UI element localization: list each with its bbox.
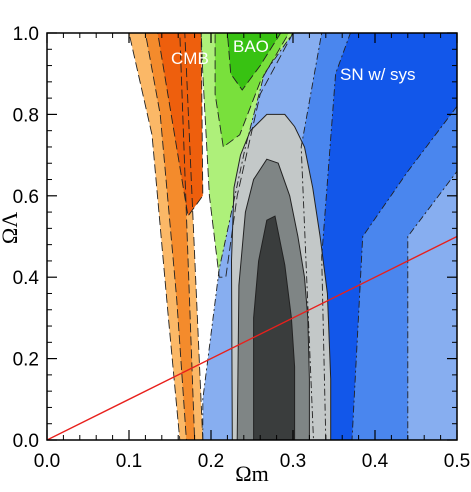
contour-line-combined-9 (230, 113, 332, 440)
x-tick-label: 0.3 (280, 451, 306, 472)
contour-line-bao-5 (226, 33, 282, 91)
region-sn-1sigma (321, 33, 457, 440)
sn-label: SN w/ sys (340, 65, 416, 84)
reference-line (47, 235, 457, 440)
contour-line-sn-6 (202, 33, 457, 440)
region-bao-1sigma (227, 33, 281, 90)
x-axis-title: Ωm (235, 461, 268, 486)
bao-label: BAO (233, 37, 269, 56)
flat-universe-line (47, 235, 457, 440)
y-axis-title: ΩΛ (0, 212, 22, 244)
x-tick-label: 0.5 (444, 451, 470, 472)
y-tick-label: 1.0 (13, 24, 39, 45)
x-tick-labels: 0.0 0.1 0.2 0.3 0.4 0.5 (34, 451, 470, 472)
x-tick-label: 0.2 (198, 451, 224, 472)
y-tick-label: 0.2 (13, 350, 39, 371)
contour-line-combined-10 (236, 158, 310, 440)
y-tick-label: 0.0 (13, 431, 39, 452)
cmb-label: CMB (171, 49, 209, 68)
contour-line-combined-11 (253, 215, 296, 440)
y-tick-label: 0.8 (13, 105, 39, 126)
y-tick-labels: 0.0 0.2 0.4 0.6 0.8 1.0 (13, 24, 40, 452)
x-tick-label: 0.4 (362, 451, 389, 472)
x-tick-label: 0.1 (116, 451, 142, 472)
x-tick-label: 0.0 (34, 451, 60, 472)
contour-line-bao-4 (214, 33, 290, 148)
contour-line-cmb-2 (157, 33, 204, 218)
axis-ticks (46, 32, 458, 441)
y-tick-label: 0.4 (13, 268, 40, 289)
contour-line-sn-8 (321, 33, 457, 440)
region-cmb-1sigma (157, 33, 203, 217)
plot-frame (46, 32, 458, 441)
dashed-contour-lines (128, 33, 457, 440)
y-tick-label: 0.6 (13, 187, 39, 208)
